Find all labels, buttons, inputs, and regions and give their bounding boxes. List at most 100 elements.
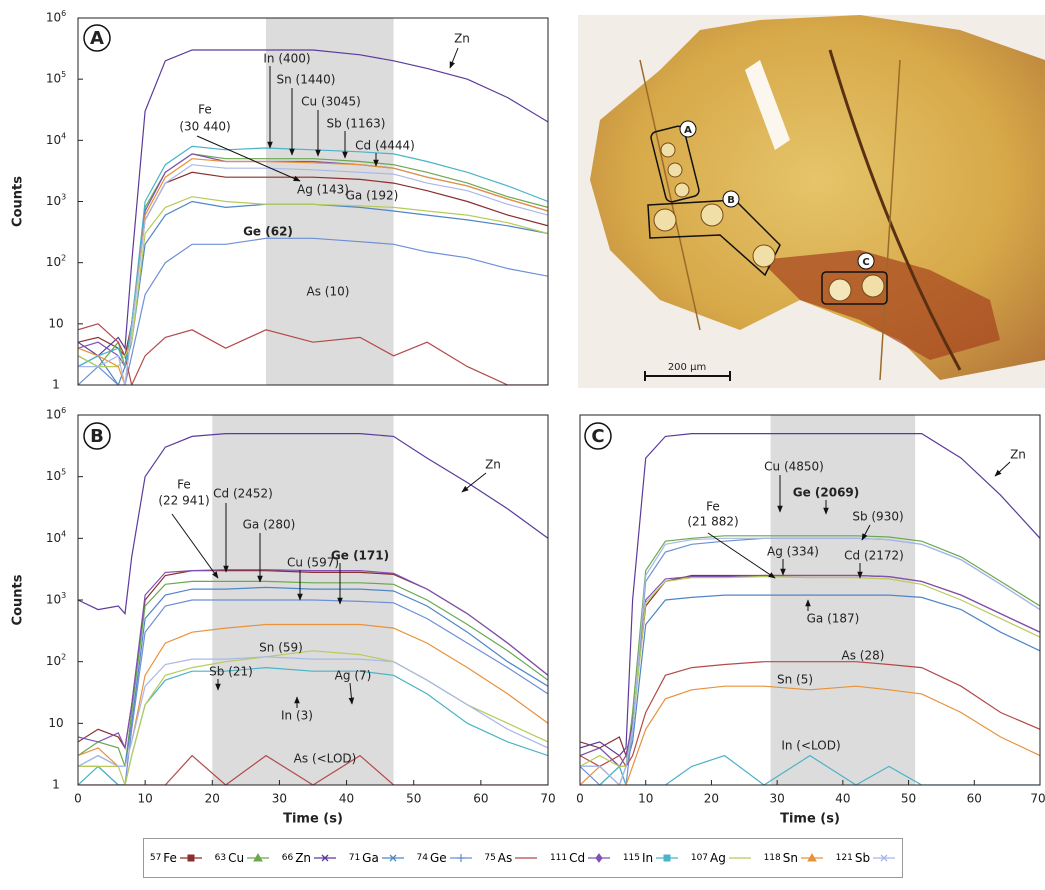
legend-mass: 111 bbox=[549, 853, 568, 863]
annotation: Cd (2172) bbox=[844, 549, 904, 563]
y-tick-label: 104 bbox=[46, 131, 66, 147]
y-tick-label: 103 bbox=[46, 192, 66, 208]
annotation: Ge (2069) bbox=[793, 486, 860, 500]
annotation-arrow bbox=[348, 682, 355, 705]
legend-item: 118 Sn bbox=[764, 851, 824, 865]
annotation: Zn bbox=[454, 32, 470, 46]
annotation-arrow bbox=[449, 47, 459, 69]
series-line bbox=[78, 599, 548, 785]
x-tick-label: 50 bbox=[901, 792, 916, 806]
legend-swatch bbox=[515, 857, 538, 859]
y-tick-label: 103 bbox=[46, 591, 66, 607]
annotation: Cd (4444) bbox=[355, 139, 415, 153]
legend-mass: 115 bbox=[622, 853, 641, 863]
legend-item: 115 In bbox=[623, 851, 679, 865]
legend-swatch bbox=[728, 857, 751, 859]
legend-item: 121 Sb bbox=[836, 851, 896, 865]
legend-swatch bbox=[179, 854, 202, 862]
integration-window bbox=[770, 415, 916, 785]
y-tick-label: 1 bbox=[52, 378, 60, 392]
legend-mass: 75 bbox=[484, 853, 496, 863]
series-line bbox=[580, 574, 1040, 768]
series-line bbox=[78, 164, 548, 385]
series-line bbox=[580, 433, 1040, 757]
y-tick-label: 106 bbox=[46, 406, 66, 422]
legend-item: 63 Cu bbox=[215, 851, 270, 865]
annotation-arrow bbox=[171, 513, 219, 579]
annotation: (30 440) bbox=[179, 120, 230, 134]
spot-label: C bbox=[862, 257, 869, 268]
legend-item: 74 Ge bbox=[417, 851, 473, 865]
annotation: Fe bbox=[706, 500, 720, 514]
series-line bbox=[580, 685, 1040, 785]
growth-zone bbox=[639, 59, 901, 381]
spot-box bbox=[650, 125, 700, 203]
legend-swatch bbox=[656, 854, 679, 862]
legend-mass: 63 bbox=[214, 853, 227, 863]
annotation: Ag (143) bbox=[297, 183, 349, 197]
crack bbox=[745, 60, 790, 150]
legend-swatch bbox=[381, 854, 404, 862]
legend-element: Ag bbox=[710, 851, 726, 865]
annotation: (22 941) bbox=[158, 494, 209, 508]
series-line bbox=[78, 580, 548, 767]
panel-letter-bg bbox=[584, 422, 612, 450]
x-tick-label: 30 bbox=[272, 792, 287, 806]
series-line bbox=[580, 661, 1040, 768]
x-tick-label: 10 bbox=[138, 792, 153, 806]
legend-mass: 66 bbox=[281, 853, 294, 863]
annotation: Cd (2452) bbox=[213, 487, 273, 501]
legend-element: Zn bbox=[295, 851, 312, 865]
annotation: Ga (187) bbox=[807, 612, 860, 626]
fracture bbox=[828, 49, 962, 371]
legend-mass: 57 bbox=[149, 853, 162, 863]
y-tick-label: 10 bbox=[48, 316, 63, 330]
legend: 57 Fe 63 Cu 66 Zn 71 Ga 74 Ge 75 As 111 Cd 115 In 107 Ag 1… bbox=[143, 838, 903, 878]
annotation-arrow bbox=[707, 532, 776, 579]
annotation: Cu (597) bbox=[287, 556, 339, 570]
legend-item: 111 Cd bbox=[550, 851, 611, 865]
annotation: Cu (4850) bbox=[764, 460, 824, 474]
ablation-spot bbox=[667, 162, 683, 178]
y-tick-label: 10 bbox=[48, 716, 63, 730]
legend-mass: 121 bbox=[835, 853, 853, 863]
y-tick-label: 106 bbox=[46, 9, 66, 25]
legend-element: Ge bbox=[429, 851, 447, 865]
panel-letter-bg bbox=[83, 24, 111, 52]
spot-label: A bbox=[684, 125, 692, 136]
series-line bbox=[78, 433, 548, 616]
x-tick-label: 0 bbox=[74, 792, 82, 806]
annotation: Ge (171) bbox=[331, 549, 389, 563]
ablation-spot bbox=[653, 208, 677, 232]
x-tick-label: 40 bbox=[835, 792, 850, 806]
x-axis-label: Time (s) bbox=[283, 812, 343, 827]
tick-exponent: 5 bbox=[61, 70, 66, 79]
x-tick-label: 60 bbox=[967, 792, 982, 806]
legend-item: 57 Fe bbox=[150, 851, 203, 865]
annotation: As (<LOD) bbox=[294, 752, 357, 766]
ablation-spot bbox=[828, 278, 852, 302]
legend-element: Ga bbox=[362, 851, 379, 865]
tick-exponent: 6 bbox=[61, 406, 66, 415]
annotation: In (<LOD) bbox=[781, 739, 840, 753]
panel-letter: B bbox=[90, 426, 104, 447]
ablation-spot bbox=[861, 274, 885, 298]
x-axis-label: Time (s) bbox=[780, 812, 840, 827]
legend-mass: 118 bbox=[763, 853, 781, 863]
annotation-arrow bbox=[861, 524, 871, 541]
y-tick-label: 1 bbox=[52, 778, 60, 792]
tick-exponent: 2 bbox=[61, 253, 66, 262]
spot-label-bg bbox=[857, 252, 875, 270]
legend-element: Cd bbox=[569, 851, 586, 865]
legend-swatch bbox=[314, 854, 337, 862]
annotation: Sn (1440) bbox=[277, 73, 336, 87]
series-line bbox=[78, 49, 548, 357]
tick-exponent: 5 bbox=[61, 467, 66, 476]
y-tick-label: 102 bbox=[46, 652, 66, 668]
annotation: Fe bbox=[177, 478, 191, 492]
plot-frame bbox=[579, 414, 1041, 786]
x-tick-label: 70 bbox=[1030, 792, 1045, 806]
x-tick-label: 50 bbox=[406, 792, 421, 806]
ablation-spot bbox=[674, 182, 690, 198]
